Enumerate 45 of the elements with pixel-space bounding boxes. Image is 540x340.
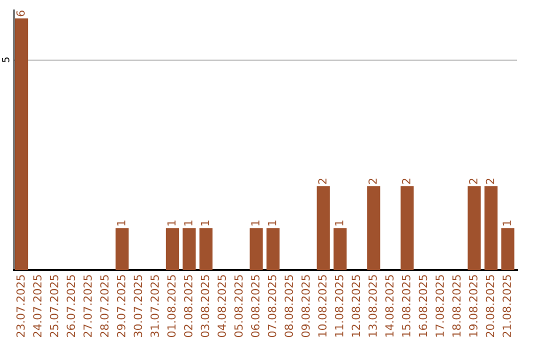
x-tick-label: 29.07.2025	[116, 275, 126, 337]
x-tick-label: 10.08.2025	[318, 275, 327, 337]
x-tick-label: 18.08.2025	[452, 275, 461, 337]
data-label: 1	[200, 220, 210, 226]
x-tick-label: 17.08.2025	[436, 275, 444, 337]
x-tick-label: 05.08.2025	[234, 275, 243, 338]
x-tick-label: 30.07.2025	[134, 275, 142, 337]
data-label: 2	[368, 178, 377, 184]
y-tick-label: 5	[2, 57, 10, 62]
x-tick-label: 20.08.2025	[486, 275, 494, 337]
x-tick-label: 19.08.2025	[469, 275, 478, 337]
x-tick-label: 08.08.2025	[284, 275, 294, 338]
data-label: 1	[268, 220, 276, 226]
x-tick-label: 04.08.2025	[218, 275, 226, 338]
x-tick-label: 24.07.2025	[33, 275, 42, 337]
x-tick-label: 12.08.2025	[352, 275, 360, 337]
data-label: 1	[167, 220, 176, 226]
x-tick-label: 23.07.2025	[16, 275, 25, 337]
data-label: 1	[335, 220, 344, 226]
x-tick-label: 01.08.2025	[167, 275, 176, 338]
x-tick-label: 09.08.2025	[301, 275, 310, 338]
x-tick-label: 06.08.2025	[251, 275, 260, 338]
data-label: 2	[486, 178, 494, 184]
data-label: 1	[117, 220, 126, 226]
x-tick-label: 31.07.2025	[150, 275, 159, 337]
x-tick-label: 07.08.2025	[268, 275, 276, 338]
data-label: 2	[402, 178, 410, 184]
x-tick-label: 14.08.2025	[385, 275, 394, 337]
x-tick-label: 26.07.2025	[66, 275, 76, 337]
data-label: 6	[16, 10, 25, 16]
x-tick-label: 25.07.2025	[50, 275, 58, 337]
x-tick-label: 27.07.2025	[83, 275, 92, 337]
data-label: 1	[184, 220, 192, 226]
x-tick-label: 11.08.2025	[334, 275, 344, 337]
x-tick-label: 28.07.2025	[100, 275, 109, 337]
data-label: 1	[502, 220, 511, 226]
x-tick-label: 03.08.2025	[200, 275, 210, 338]
x-tick-label: 21.08.2025	[502, 275, 511, 337]
data-label: 1	[251, 220, 260, 226]
x-tick-label: 02.08.2025	[184, 275, 192, 338]
data-label: 2	[469, 178, 478, 184]
data-label: 2	[318, 178, 326, 184]
x-tick-label: 13.08.2025	[368, 275, 377, 337]
x-tick-label: 16.08.2025	[418, 275, 428, 337]
x-tick-label: 15.08.2025	[402, 275, 410, 337]
